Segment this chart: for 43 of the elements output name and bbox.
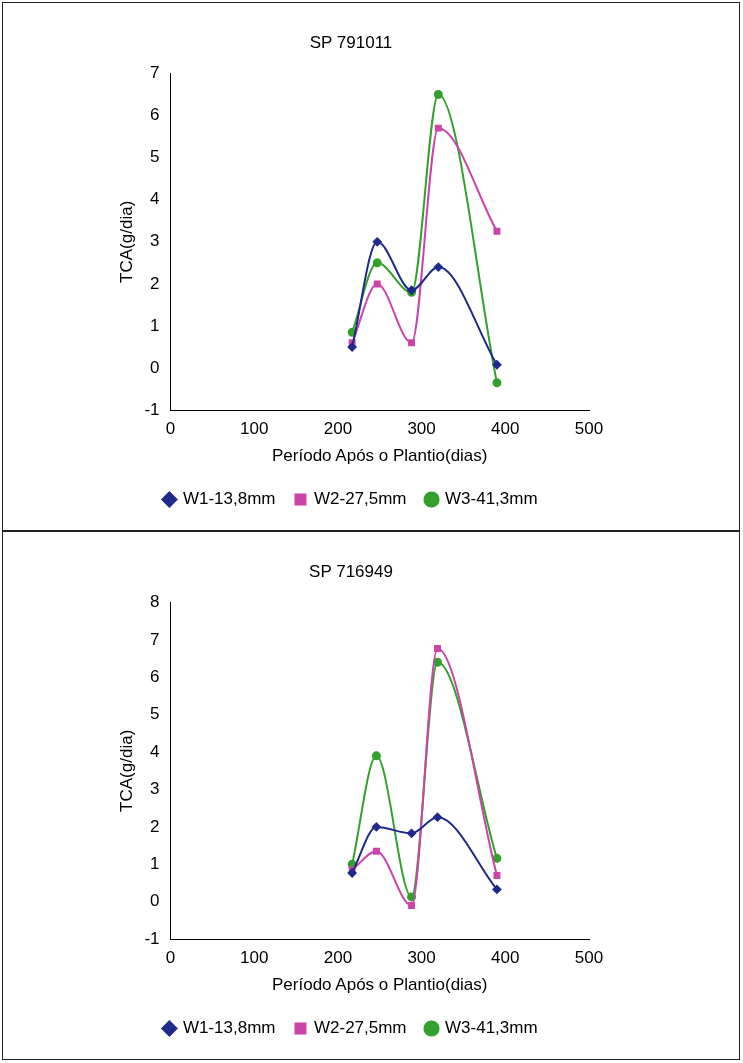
- y-tick-label: 3: [150, 779, 160, 799]
- y-tick-label: 1: [150, 315, 160, 335]
- x-tick-label: 500: [574, 419, 604, 439]
- y-tick-label: 7: [150, 63, 160, 83]
- x-tick-label: 300: [407, 419, 436, 439]
- x-axis-title: Período Após o Plantio(dias): [272, 446, 488, 466]
- x-tick-label: 200: [323, 419, 353, 439]
- x-tick-label: 0: [165, 419, 176, 439]
- chart-title: SP 791011: [309, 32, 393, 52]
- y-tick-label: 8: [150, 592, 160, 612]
- x-tick-label: 500: [574, 948, 604, 968]
- y-tick-label: -1: [144, 399, 160, 419]
- y-tick-label: -1: [144, 928, 160, 948]
- chart-title: SP 716949: [309, 561, 393, 581]
- y-tick-label: 6: [150, 105, 160, 125]
- y-tick-label: 6: [150, 666, 160, 686]
- x-tick-label: 200: [323, 948, 353, 968]
- legend-label: W3-41,3mm: [445, 1018, 538, 1038]
- y-tick-label: 4: [150, 189, 160, 209]
- y-tick-label: 0: [150, 891, 160, 911]
- x-axis-title: Período Após o Plantio(dias): [272, 975, 488, 995]
- y-axis-title: TCA(g/dia): [116, 200, 136, 283]
- legend-label: W1-13,8mm: [182, 1018, 276, 1038]
- y-tick-label: 7: [150, 629, 160, 649]
- y-tick-label: 2: [150, 273, 160, 293]
- y-tick-label: 4: [150, 741, 160, 761]
- y-tick-label: 2: [150, 816, 160, 836]
- legend-label: W2-27,5mm: [313, 489, 407, 509]
- y-tick-label: 5: [150, 704, 160, 724]
- x-tick-label: 0: [165, 948, 176, 968]
- x-tick-label: 100: [240, 948, 269, 968]
- x-tick-label: 300: [407, 948, 436, 968]
- legend-label: W2-27,5mm: [313, 1018, 407, 1038]
- x-tick-label: 400: [491, 948, 520, 968]
- x-tick-label: 100: [240, 419, 269, 439]
- y-axis-title: TCA(g/dia): [116, 729, 136, 812]
- legend-label: W1-13,8mm: [182, 489, 276, 509]
- x-tick-label: 400: [491, 419, 520, 439]
- y-tick-label: 0: [150, 357, 160, 377]
- y-tick-label: 5: [150, 147, 160, 167]
- y-tick-label: 1: [150, 854, 160, 874]
- y-tick-label: 3: [150, 231, 160, 251]
- legend-label: W3-41,3mm: [445, 489, 538, 509]
